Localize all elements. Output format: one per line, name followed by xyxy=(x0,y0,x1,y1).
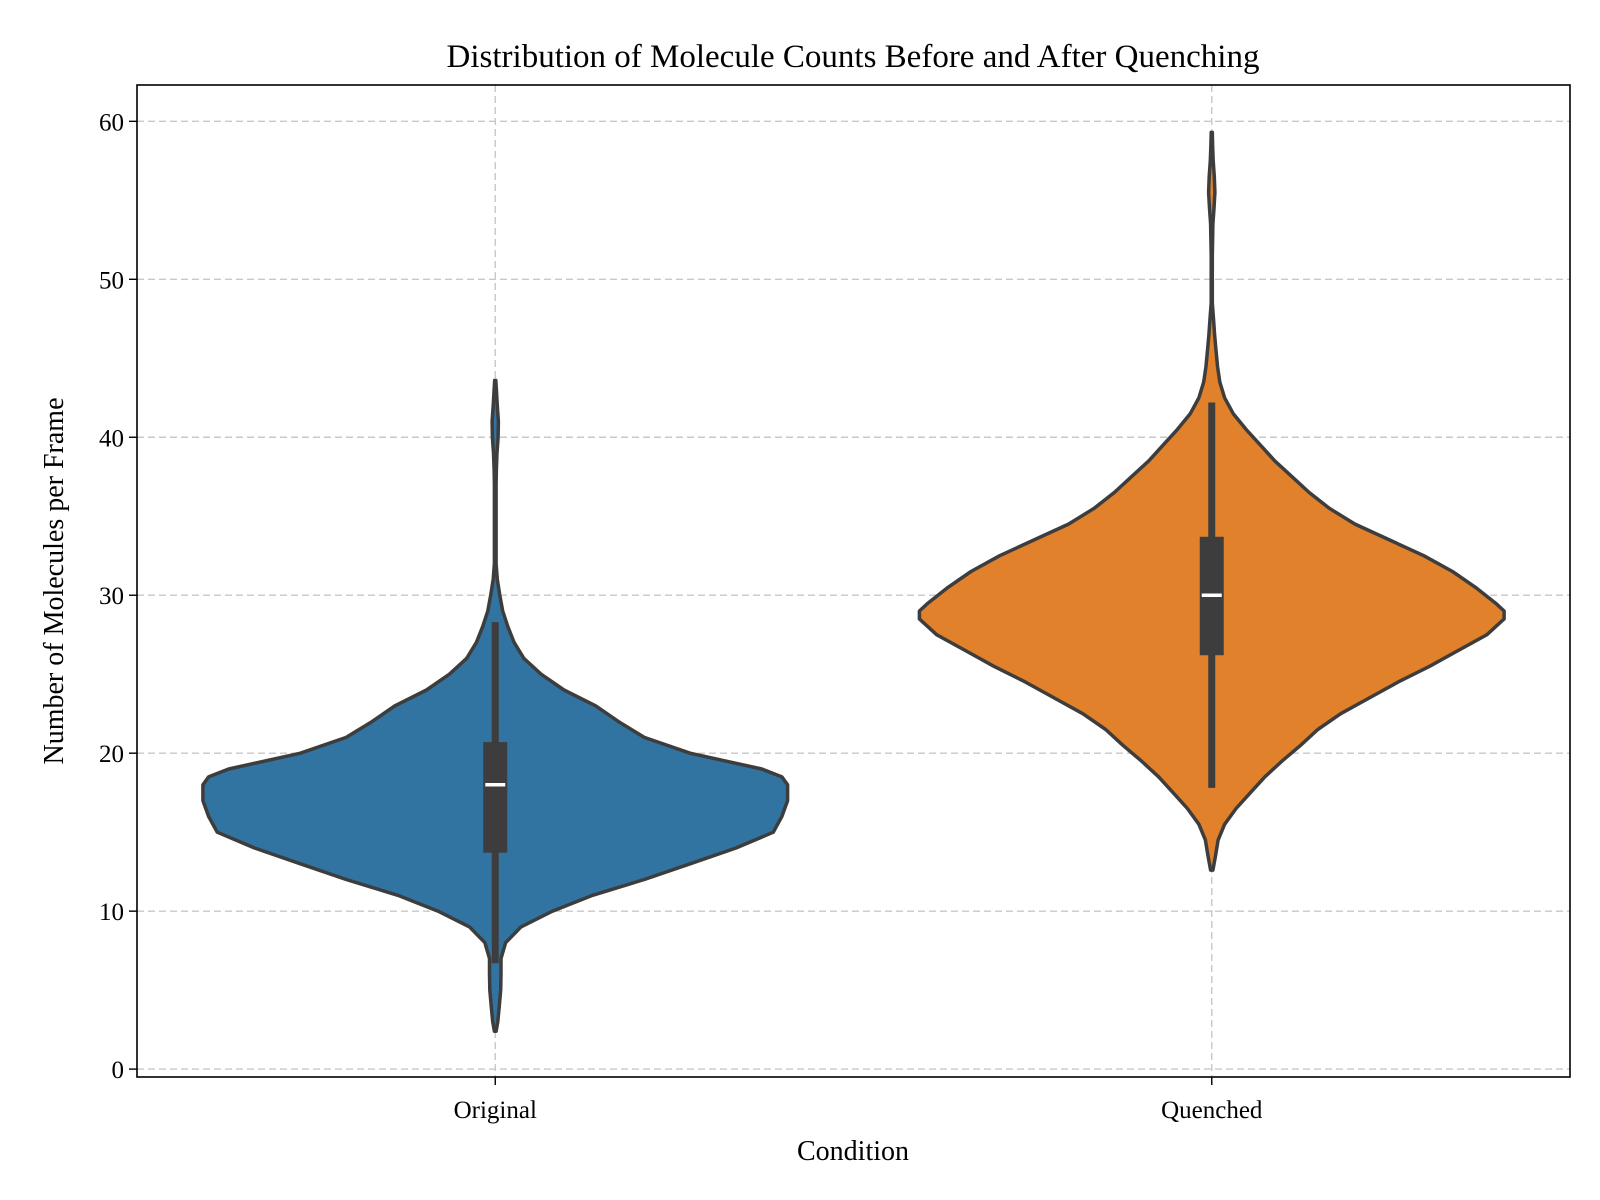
violins xyxy=(201,130,1506,1033)
y-tick-label: 30 xyxy=(99,583,124,610)
y-tick-label: 10 xyxy=(99,899,124,926)
y-tick-label: 20 xyxy=(99,741,124,768)
plot-area-frame xyxy=(136,84,1571,1078)
x-tick-label: Original xyxy=(454,1097,537,1124)
y-tick-label: 50 xyxy=(99,267,124,294)
y-tick-label: 0 xyxy=(112,1057,125,1084)
y-tick-label: 60 xyxy=(99,109,124,136)
y-tick-label: 40 xyxy=(99,425,124,452)
y-axis-label: Number of Molecules per Frame xyxy=(39,398,70,765)
x-tick-label: Quenched xyxy=(1161,1097,1263,1124)
x-axis-label: Condition xyxy=(797,1136,909,1167)
iqr-box xyxy=(483,742,508,853)
axis-ticks: 0 10 20 30 40 50 60 Original Quenched xyxy=(99,109,1263,1124)
chart-title: Distribution of Molecule Counts Before a… xyxy=(447,39,1260,75)
